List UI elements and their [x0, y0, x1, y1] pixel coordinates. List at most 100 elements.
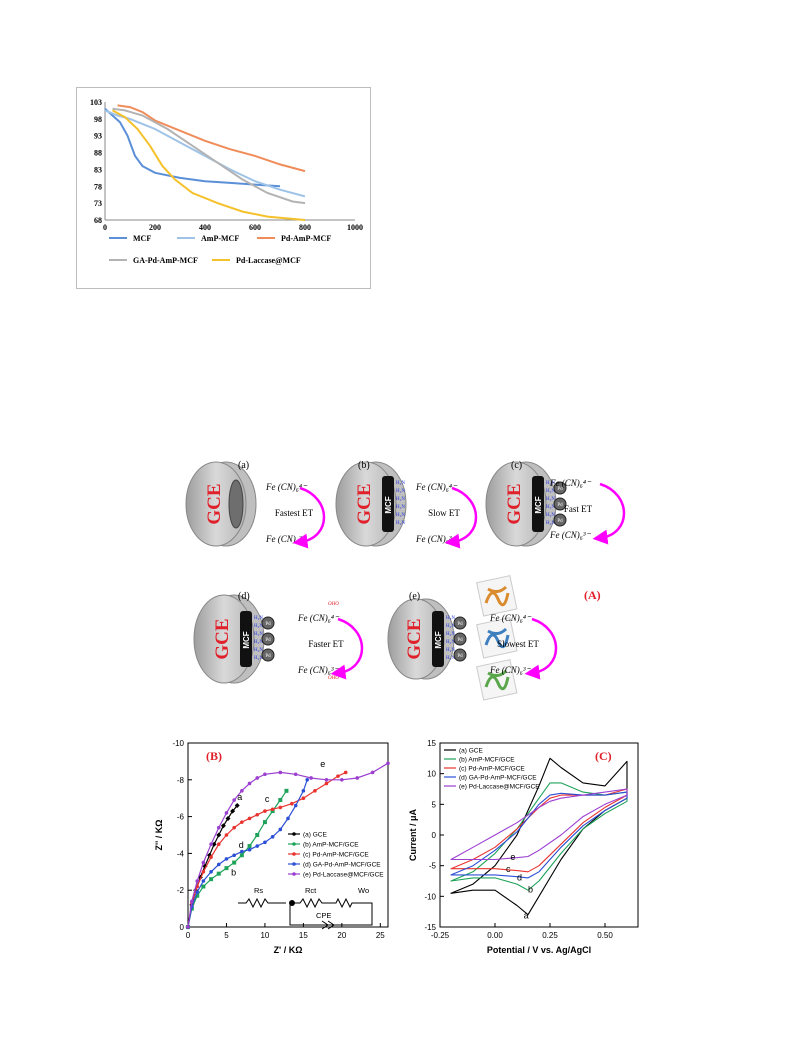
nyquist-point	[263, 772, 267, 777]
nyquist-point	[284, 788, 289, 793]
tga-legend-label: AmP-MCF	[201, 234, 239, 243]
tga-y-tick-label: 83	[94, 165, 102, 174]
tga-y-tick-label: 78	[94, 182, 102, 191]
nyquist-legend-marker	[292, 842, 296, 846]
tga-series-line	[104, 107, 281, 188]
cv-x-tick-label: 0.25	[542, 931, 558, 940]
gce-label: GCE	[204, 483, 225, 524]
nyquist-point	[234, 803, 240, 809]
amine-label: H₂N	[396, 489, 405, 494]
nyquist-point	[309, 776, 313, 780]
nyquist-point	[195, 879, 200, 883]
pd-label: Pd	[457, 654, 463, 659]
ferrocyanide-label: Fe (CN)₆⁴⁻	[549, 478, 592, 488]
tga-y-tick-label: 88	[94, 149, 102, 158]
nyquist-point	[190, 899, 194, 904]
nyquist-point	[202, 863, 208, 869]
mcf-label: MCF	[534, 496, 543, 513]
nyquist-point	[201, 860, 206, 865]
pd-nanoparticle	[453, 648, 467, 662]
equivalent-circuit: Rs Rct Wo CPE	[238, 886, 373, 930]
cv-y-tick-label: 0	[432, 831, 437, 840]
panel-c-label: (C)	[595, 749, 612, 763]
tga-y-tick-label: 103	[90, 98, 102, 107]
cv-series-loop	[450, 782, 628, 891]
nyquist-point	[216, 871, 221, 876]
tga-series-line	[112, 109, 306, 221]
electron-transfer-label: Slow ET	[428, 508, 460, 518]
electrode-letter: (e)	[409, 591, 420, 602]
pd-label: Pd	[265, 622, 271, 627]
nyquist-curve-label: a	[237, 792, 242, 802]
nyquist-point	[216, 832, 222, 838]
laccase-structure	[484, 627, 510, 649]
nyquist-x-tick-label: 0	[186, 931, 191, 940]
nyquist-point	[247, 844, 252, 849]
nyquist-legend-label: (e) Pd-Laccase@MCF/GCE	[303, 872, 384, 879]
pd-label: Pd	[557, 503, 563, 508]
nyquist-point	[340, 778, 344, 782]
cv-y-axis-label: Current / μA	[408, 808, 418, 861]
amine-label: H₂N	[446, 656, 455, 661]
nyquist-point	[324, 778, 329, 782]
nyquist-point	[209, 877, 214, 882]
ferricyanide-label: Fe (CN)₆³⁻	[297, 665, 340, 675]
ferricyanide-label: Fe (CN)₆³⁻	[489, 665, 532, 675]
gce-label: GCE	[354, 483, 375, 524]
tga-chart: 103 98 93 88 83 78 73 680 200 400 600 800 1000 MCF AmP…	[90, 98, 363, 265]
amine-label: H₂N	[396, 513, 405, 518]
nyquist-point	[301, 796, 306, 800]
amine-label: H₂N	[546, 513, 555, 518]
electron-transfer-label: Slowest ET	[497, 639, 539, 649]
nyquist-y-tick-label: -10	[172, 739, 184, 748]
laccase-structure	[484, 669, 510, 691]
nyquist-x-axis-label: Z' / KΩ	[274, 945, 303, 955]
aldehyde-label: OHO	[328, 602, 339, 607]
cv-legend-label: (a) GCE	[459, 748, 484, 755]
nyquist-curve-label: c	[265, 794, 270, 804]
nyquist-y-tick-label: -2	[177, 886, 185, 895]
mcf-layer	[532, 476, 544, 532]
nyquist-y-tick-label: -8	[177, 776, 185, 785]
nyquist-point	[278, 805, 283, 810]
pd-label: Pd	[557, 519, 563, 524]
cv-y-tick-label: 5	[432, 800, 437, 809]
nyquist-point	[201, 879, 206, 883]
panel-b-label: (B)	[206, 749, 222, 763]
nyquist-point	[293, 803, 298, 808]
cv-curve-label: d	[517, 872, 522, 882]
nyquist-x-tick-label: 10	[260, 931, 269, 940]
nyquist-x-tick-label: 5	[224, 931, 229, 940]
nyquist-point	[278, 798, 283, 803]
nyquist-x-tick-label: 25	[376, 931, 385, 940]
electrode-disc-face	[335, 461, 397, 547]
amine-label: H₂N	[546, 497, 555, 502]
nyquist-point	[240, 789, 244, 793]
nyquist-y-tick-label: -6	[177, 813, 185, 822]
nyquist-point	[324, 781, 329, 786]
cpe-element	[321, 920, 335, 930]
panel-a-label: (A)	[584, 588, 601, 602]
pd-nanoparticle	[553, 497, 567, 511]
electrode-a: GCE (a) Fe (CN)₆⁴⁻ Fe (CN)₆³⁻ Fastest ET	[185, 460, 326, 549]
nyquist-point	[255, 833, 260, 837]
schematic-a: GCE (a) Fe (CN)₆⁴⁻ Fe (CN)₆³⁻ Fastest ET MCF H…	[176, 452, 636, 707]
tga-legend-label: Pd-AmP-MCF	[281, 234, 331, 243]
wo-label: Wo	[358, 886, 369, 895]
nyquist-point	[278, 827, 283, 832]
nyquist-point	[232, 825, 236, 830]
mcf-layer	[382, 476, 394, 532]
ferrocyanide-label: Fe (CN)₆⁴⁻	[489, 613, 532, 623]
tga-y-tick-label: 98	[94, 115, 102, 124]
nyquist-point	[255, 776, 260, 780]
tga-y-tick-label: 73	[94, 199, 102, 208]
nyquist-point	[313, 789, 317, 793]
cv-y-tick-label: -5	[429, 862, 437, 871]
amine-label: H₂N	[546, 481, 555, 486]
electrode-letter: (c)	[511, 460, 522, 471]
nyquist-point	[216, 842, 221, 846]
nyquist-point	[224, 866, 229, 871]
nyquist-point	[370, 770, 375, 775]
pd-nanoparticle	[261, 648, 275, 662]
cv-y-tick-label: 10	[427, 770, 436, 779]
